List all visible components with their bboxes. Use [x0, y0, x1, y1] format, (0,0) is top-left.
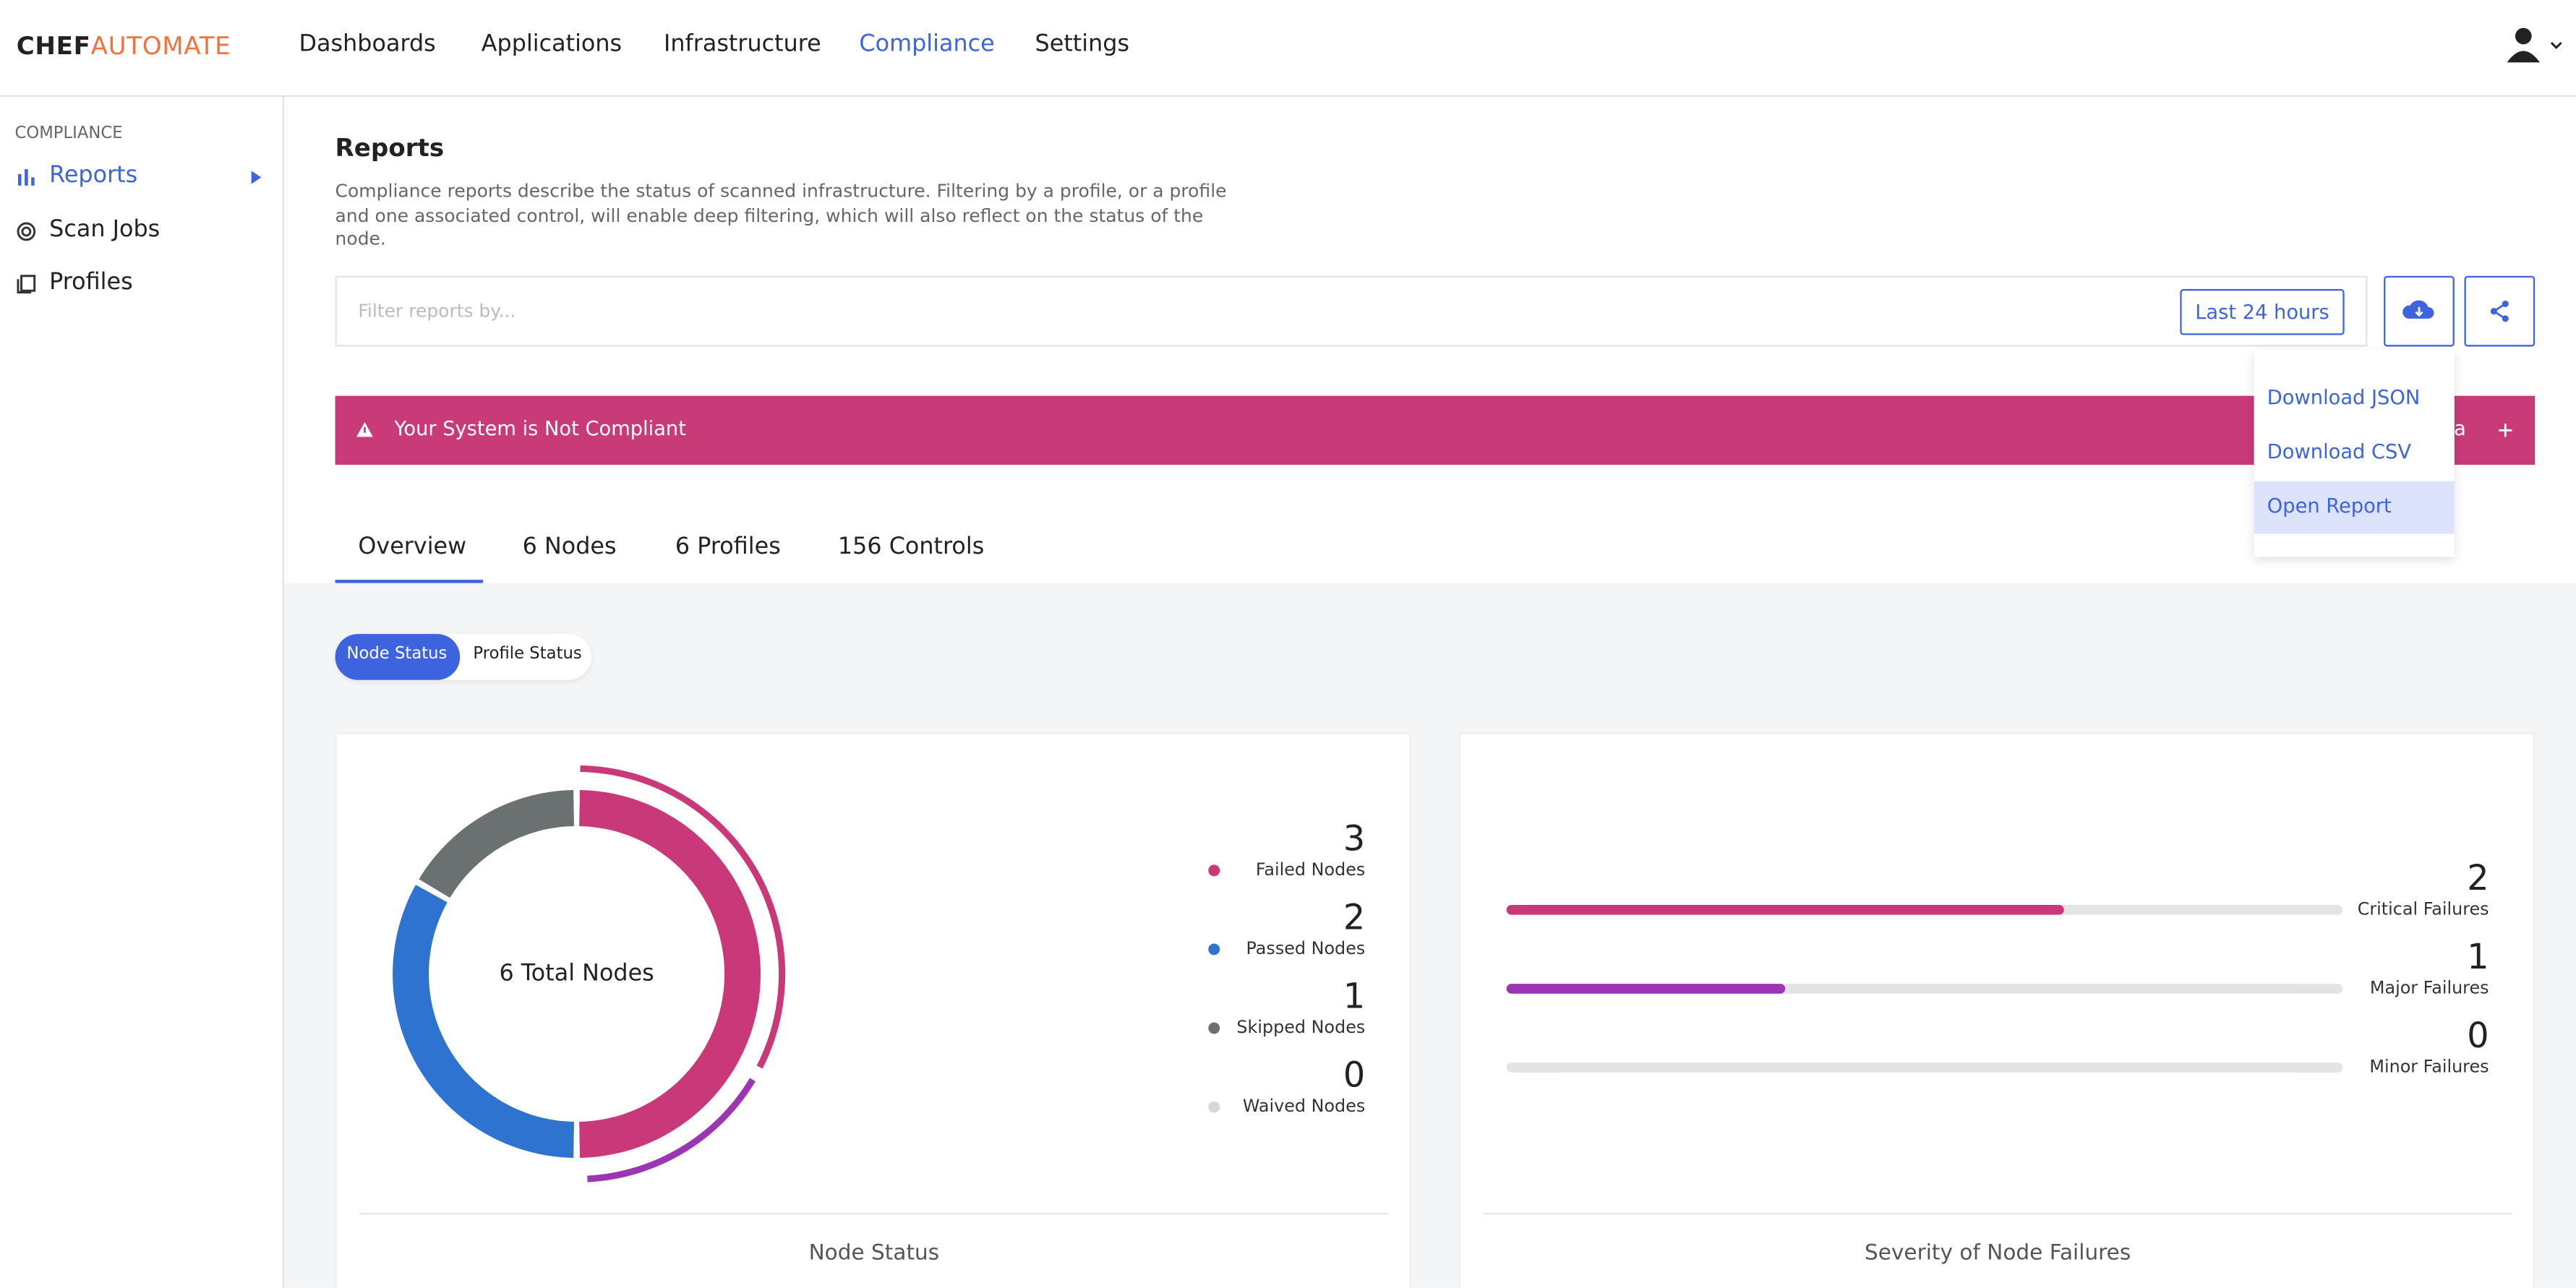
page-description: Compliance reports describe the status o…	[335, 180, 1227, 250]
nav-item[interactable]: Settings	[1035, 31, 1130, 58]
node-status-card: 3 Failed Nodes 2 Passed Nodes 1 Skipped Nodes…	[335, 732, 1411, 1288]
brand[interactable]: CHEFAUTOMATE	[17, 31, 231, 61]
bar-track	[1506, 1062, 2343, 1073]
nav-item[interactable]: Applications	[481, 31, 622, 58]
compliance-banner[interactable]	[335, 395, 2536, 465]
bar	[1506, 905, 2064, 915]
sidebar-item[interactable]: Scan Jobs	[49, 216, 161, 244]
tab-underline	[335, 580, 484, 583]
tab[interactable]: 6 Profiles	[675, 533, 781, 560]
share-button[interactable]	[2464, 275, 2536, 347]
legend-label: Waived Nodes	[1243, 1096, 1365, 1116]
filter-input[interactable]	[335, 275, 2368, 347]
user-menu[interactable]	[2504, 26, 2569, 66]
severity-label: Major Failures	[2370, 977, 2489, 997]
legend-dot	[1208, 864, 1220, 877]
toggle-option[interactable]: Node Status	[346, 645, 448, 664]
donut-center-label: 6 Total Nodes	[499, 958, 654, 986]
legend-dot	[1208, 943, 1220, 956]
bar	[1506, 984, 1786, 994]
severity-card: 2 Critical Failures 1 Major Failures 0 Minor …	[1458, 732, 2536, 1288]
donut-segment	[419, 790, 575, 898]
download-button[interactable]	[2384, 275, 2455, 347]
legend-value: 2	[1343, 898, 1365, 937]
page-title: Reports	[335, 133, 445, 163]
legend-label: Failed Nodes	[1256, 859, 1365, 880]
severity-value: 2	[2467, 859, 2489, 898]
donut-segment	[393, 885, 575, 1158]
legend-value: 0	[1343, 1056, 1365, 1096]
icon	[251, 171, 262, 184]
nav-item[interactable]: Infrastructure	[664, 31, 821, 58]
icon	[17, 169, 35, 186]
legend-value: 1	[1343, 977, 1365, 1017]
sidebar-item[interactable]: Reports	[49, 162, 138, 189]
sidebar-section: COMPLIANCE	[14, 124, 123, 143]
warning-icon	[356, 421, 373, 437]
icon	[17, 275, 36, 293]
nav-item[interactable]: Dashboards	[299, 31, 436, 58]
legend-value: 3	[1343, 819, 1365, 859]
banner-message: Your System is Not Compliant	[394, 417, 686, 440]
severity-value: 0	[2467, 1016, 2489, 1056]
tab[interactable]: 156 Controls	[837, 533, 985, 560]
legend-label: Skipped Nodes	[1236, 1017, 1365, 1037]
expand-icon[interactable]	[2496, 421, 2515, 440]
tab[interactable]: 6 Nodes	[522, 533, 617, 560]
menu-item[interactable]: Download JSON	[2267, 385, 2421, 409]
brand-bold: CHEF	[16, 31, 91, 61]
card-footer: Node Status	[809, 1240, 940, 1264]
toggle-option[interactable]: Profile Status	[473, 645, 582, 664]
menu-highlight	[2254, 481, 2455, 534]
nav-item[interactable]: Compliance	[859, 31, 995, 58]
time-range-button[interactable]: Last 24 hours	[2180, 288, 2345, 335]
sidebar-item[interactable]: Profiles	[49, 269, 133, 296]
tab[interactable]: Overview	[358, 533, 467, 560]
donut-segment	[579, 790, 761, 1158]
legend-dot	[1208, 1101, 1220, 1113]
sidebar: COMPLIANCE Reports Scan Jobs Profiles	[0, 97, 285, 1288]
legend-label: Passed Nodes	[1246, 938, 1365, 958]
brand-light: AUTOMATE	[90, 31, 231, 61]
menu-item[interactable]: Open Report	[2267, 494, 2392, 518]
severity-label: Minor Failures	[2369, 1057, 2489, 1077]
filter-placeholder: Filter reports by...	[358, 300, 516, 322]
legend-dot	[1208, 1022, 1220, 1034]
toggle-active[interactable]	[335, 634, 461, 680]
icon	[2402, 300, 2434, 319]
header	[0, 0, 2576, 98]
severity-value: 1	[2467, 937, 2489, 977]
icon	[2490, 300, 2509, 322]
menu-item[interactable]: Download CSV	[2267, 439, 2412, 463]
card-footer: Severity of Node Failures	[1865, 1240, 2131, 1264]
severity-arc	[580, 765, 786, 1069]
icon	[17, 222, 36, 241]
severity-label: Critical Failures	[2358, 898, 2489, 919]
